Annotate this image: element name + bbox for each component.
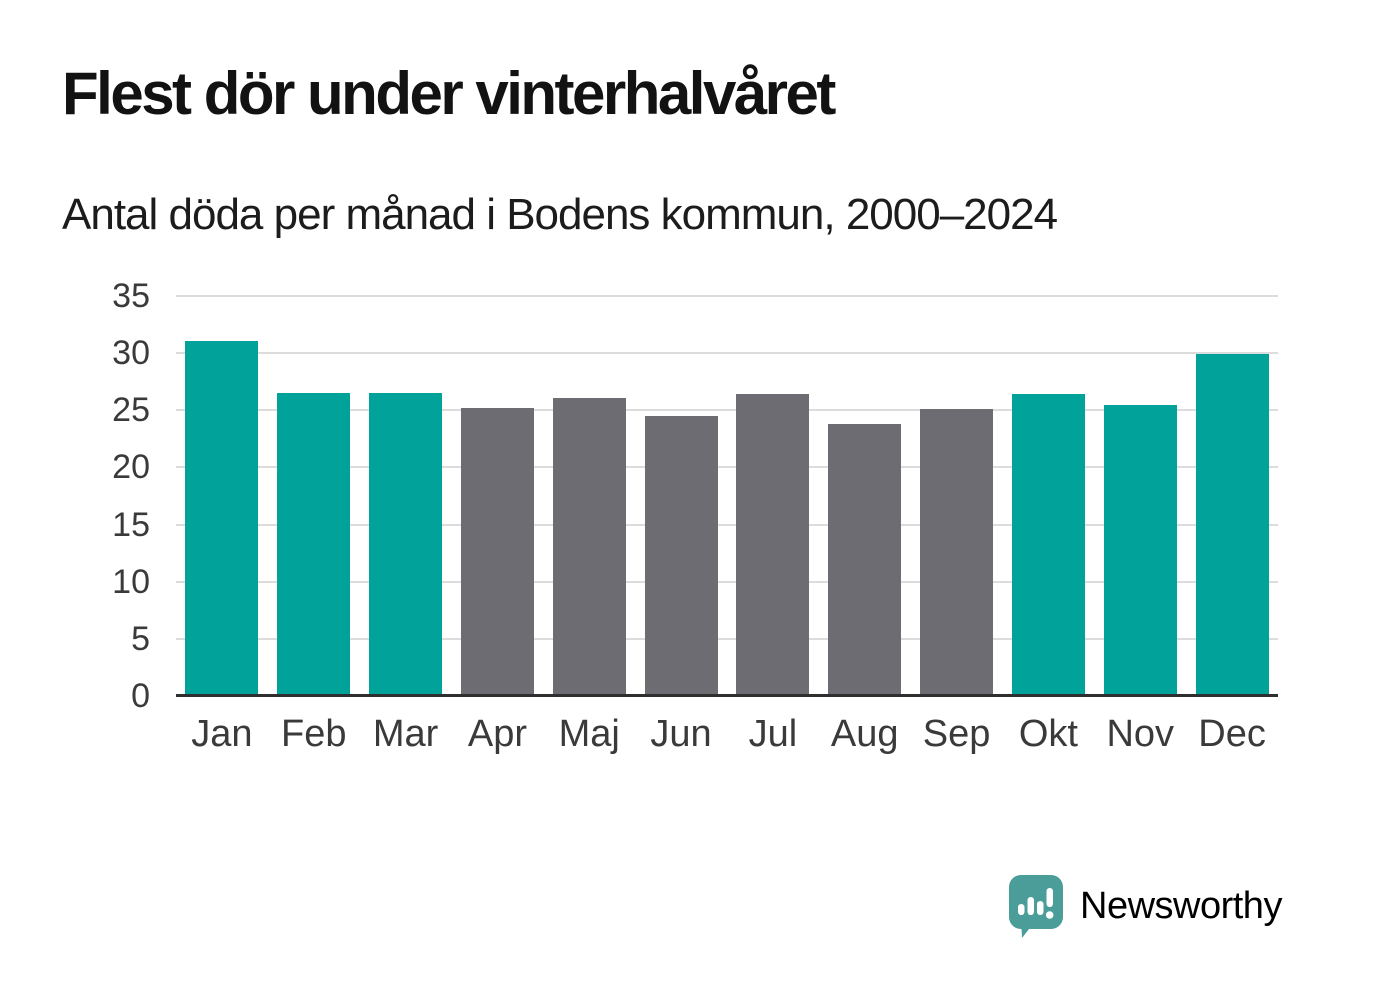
x-tick-label-feb: Feb	[281, 713, 347, 755]
x-tick-label-sep: Sep	[922, 713, 991, 755]
x-tick-label-apr: Apr	[467, 713, 527, 755]
bar-maj	[552, 397, 626, 695]
y-tick-label-10: 10	[112, 562, 150, 601]
newsworthy-branding-link[interactable]: Newsworthy	[1008, 874, 1282, 938]
gridline-y-20	[176, 466, 1278, 469]
x-tick-label-nov: Nov	[1106, 713, 1175, 755]
bar-okt	[1011, 394, 1085, 695]
chart-subtitle: Antal döda per månad i Bodens kommun, 20…	[62, 190, 1058, 239]
gridline-y-30	[176, 352, 1278, 355]
bar-sep	[920, 409, 994, 695]
x-tick-label-aug: Aug	[830, 713, 899, 755]
x-tick-label-okt: Okt	[1018, 713, 1078, 755]
y-tick-label-35: 35	[112, 277, 150, 315]
y-tick-label-15: 15	[112, 505, 150, 544]
y-tick-label-25: 25	[112, 391, 150, 430]
y-tick-label-20: 20	[112, 448, 150, 487]
bar-mar	[369, 393, 443, 695]
bar-chart: 0 5 10 15 20 25 30 35 Jan Feb Mar Apr Maj Jun Jul Aug S…	[0, 277, 1382, 776]
y-tick-label-30: 30	[112, 334, 150, 373]
x-tick-label-dec: Dec	[1198, 713, 1266, 755]
bar-apr	[460, 408, 534, 695]
gridline-y-10	[176, 580, 1278, 583]
newsworthy-wordmark: Newsworthy	[1080, 884, 1282, 927]
x-tick-label-mar: Mar	[372, 713, 439, 755]
y-tick-label-5: 5	[131, 619, 150, 658]
x-axis-line	[176, 694, 1278, 697]
x-tick-label-jul: Jul	[748, 713, 798, 755]
gridline-y-5	[176, 637, 1278, 640]
x-tick-label-jan: Jan	[191, 713, 253, 755]
chart-title: Flest dör under vinterhalvåret	[62, 60, 836, 127]
bar-jul	[736, 394, 810, 695]
gridline-y-35	[176, 295, 1278, 297]
gridline-y-15	[176, 523, 1278, 526]
bar-jan	[185, 340, 259, 695]
bar-dec	[1195, 354, 1269, 695]
newsworthy-logo-icon	[1009, 875, 1063, 938]
x-tick-label-jun: Jun	[650, 713, 712, 755]
bar-jun	[644, 416, 718, 695]
bar-feb	[277, 393, 351, 695]
bar-nov	[1103, 404, 1177, 695]
gridline-y-25	[176, 409, 1278, 412]
x-tick-label-maj: Maj	[558, 713, 620, 755]
plot-area	[176, 295, 1278, 697]
bar-aug	[828, 424, 902, 695]
y-tick-label-0: 0	[131, 677, 150, 715]
